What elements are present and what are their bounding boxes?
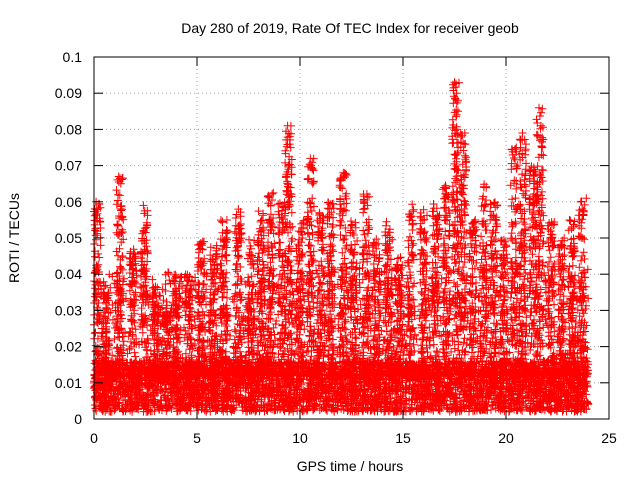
x-tick-label: 0: [90, 430, 98, 446]
y-tick-label: 0.1: [63, 49, 83, 65]
x-axis-label: GPS time / hours: [297, 458, 404, 474]
y-tick-label: 0.03: [55, 302, 82, 318]
y-tick-label: 0: [74, 411, 82, 427]
y-tick-label: 0.02: [55, 339, 82, 355]
roti-points: [90, 78, 593, 416]
y-tick-label: 0.06: [55, 194, 82, 210]
y-tick-label: 0.05: [55, 230, 82, 246]
chart-title: Day 280 of 2019, Rate Of TEC Index for r…: [181, 20, 519, 36]
x-tick-label: 10: [292, 430, 308, 446]
x-tick-label: 15: [395, 430, 411, 446]
y-tick-label: 0.04: [55, 266, 82, 282]
x-tick-label: 20: [498, 430, 514, 446]
y-axis-label: ROTI / TECUs: [6, 193, 22, 283]
data-points: [90, 78, 593, 416]
axis-ticks: 0 0.01 0.02 0.03 0.04 0.05 0.06 0.07 0.08 0.09 0.1…: [55, 49, 617, 446]
y-tick-label: 0.08: [55, 121, 82, 137]
x-tick-label: 5: [193, 430, 201, 446]
x-tick-label: 25: [601, 430, 617, 446]
y-tick-label: 0.07: [55, 158, 82, 174]
y-tick-label: 0.09: [55, 85, 82, 101]
y-tick-label: 0.01: [55, 375, 82, 391]
